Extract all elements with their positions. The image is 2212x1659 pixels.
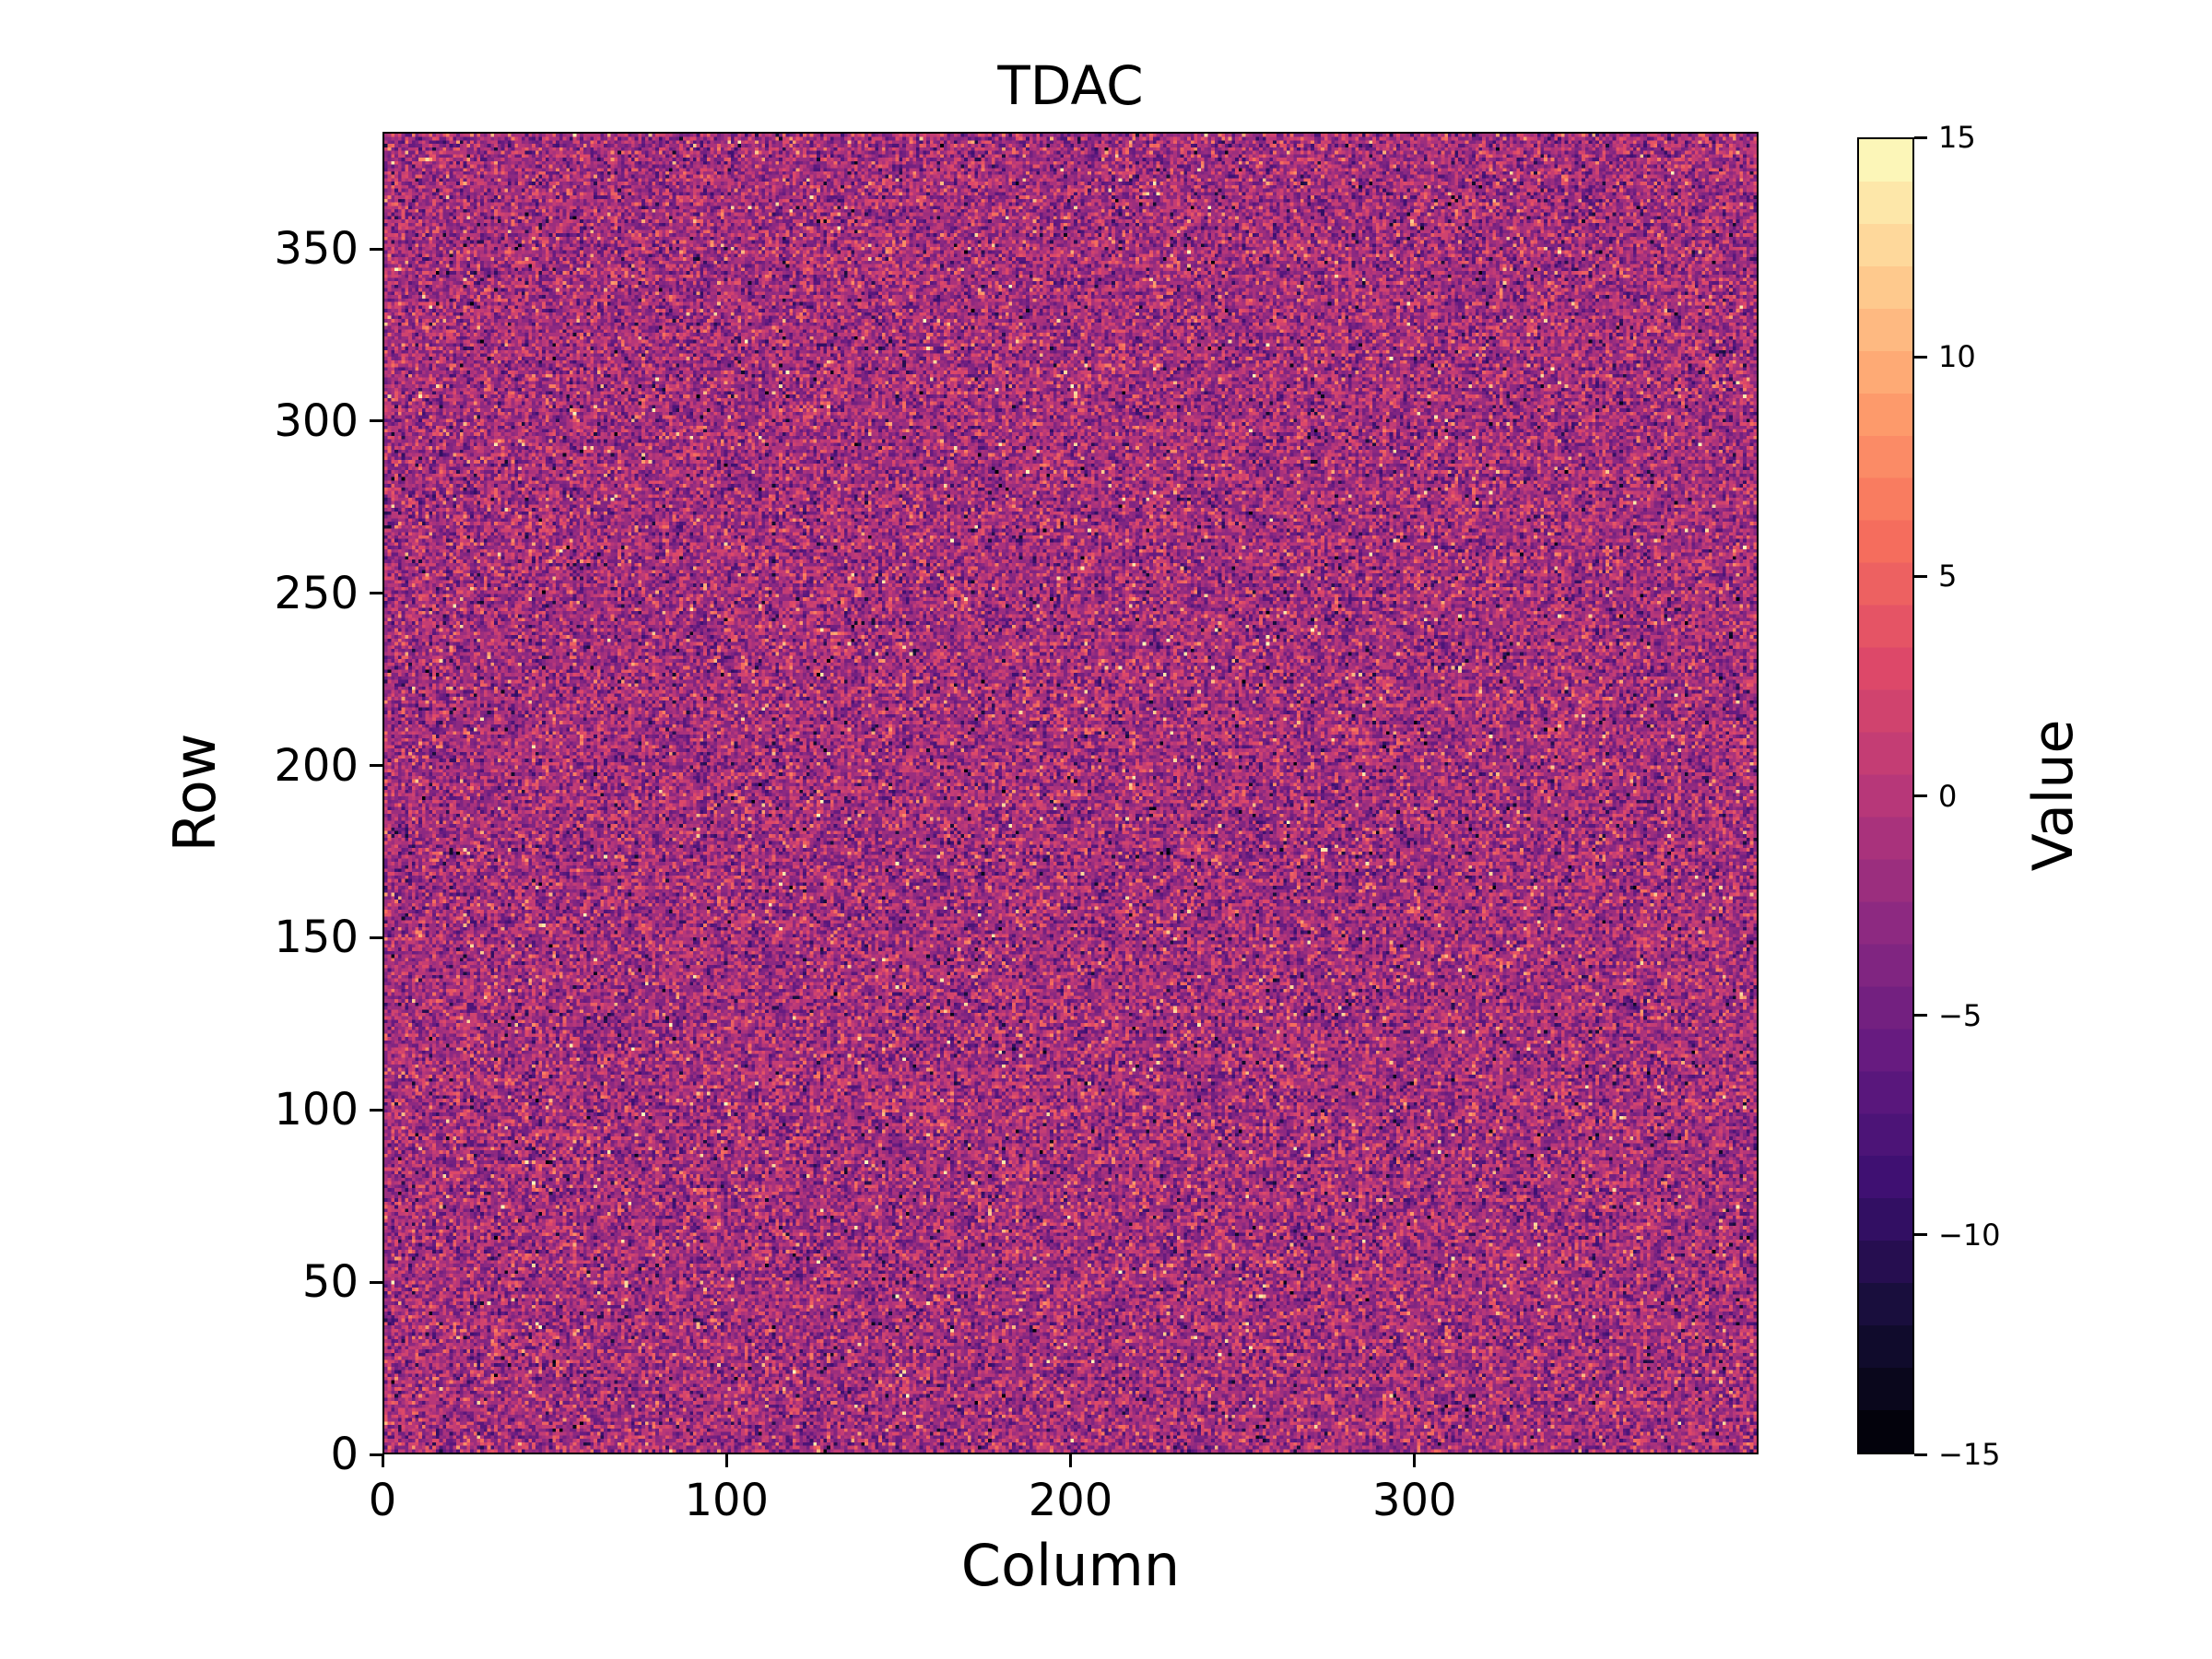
colorbar-tick-mark (1914, 1014, 1927, 1018)
colorbar-tick-mark (1914, 794, 1927, 797)
y-tick-label: 350 (274, 223, 359, 276)
x-tick-label: 200 (1028, 1475, 1113, 1526)
colorbar-tick-label: 15 (1938, 120, 1976, 155)
x-tick-label: 0 (368, 1475, 397, 1526)
colorbar-tick-label: −10 (1938, 1217, 2001, 1253)
colorbar-label: Value (2021, 719, 2086, 872)
colorbar-tick-mark (1914, 1453, 1927, 1456)
y-tick-mark (370, 1453, 382, 1456)
colorbar-tick-label: −5 (1938, 997, 1983, 1033)
colorbar (1857, 137, 1914, 1454)
x-axis-label: Column (960, 1532, 1181, 1599)
x-tick-mark (381, 1454, 384, 1467)
y-tick-mark (370, 419, 382, 423)
colorbar-tick-label: −15 (1938, 1437, 2001, 1472)
colorbar-tick-mark (1914, 1233, 1927, 1237)
colorbar-tick-mark (1914, 355, 1927, 359)
y-tick-label: 0 (330, 1429, 359, 1480)
colorbar-tick-label: 5 (1938, 559, 1958, 594)
x-tick-label: 300 (1371, 1475, 1457, 1526)
chart-title: TDAC (997, 54, 1144, 117)
y-tick-label: 250 (274, 567, 359, 619)
heatmap-canvas (384, 134, 1757, 1453)
plot-area (382, 132, 1759, 1454)
y-tick-mark (370, 1280, 382, 1284)
x-tick-mark (1413, 1454, 1417, 1467)
y-tick-mark (370, 247, 382, 251)
y-tick-label: 50 (301, 1256, 359, 1309)
y-tick-mark (370, 592, 382, 595)
y-tick-label: 100 (274, 1084, 359, 1136)
x-tick-label: 100 (684, 1475, 770, 1526)
colorbar-tick-label: 0 (1938, 778, 1958, 814)
y-tick-label: 300 (274, 394, 359, 447)
y-tick-mark (370, 1108, 382, 1112)
y-tick-mark (370, 764, 382, 768)
x-tick-mark (1069, 1454, 1072, 1467)
y-tick-mark (370, 935, 382, 939)
colorbar-tick-label: 10 (1938, 339, 1976, 375)
y-tick-label: 150 (274, 912, 359, 964)
colorbar-tick-mark (1914, 135, 1927, 139)
colorbar-tick-mark (1914, 574, 1927, 578)
y-axis-label: Row (161, 733, 229, 853)
y-tick-label: 200 (274, 739, 359, 792)
x-tick-mark (724, 1454, 728, 1467)
colorbar-canvas (1859, 139, 1912, 1453)
